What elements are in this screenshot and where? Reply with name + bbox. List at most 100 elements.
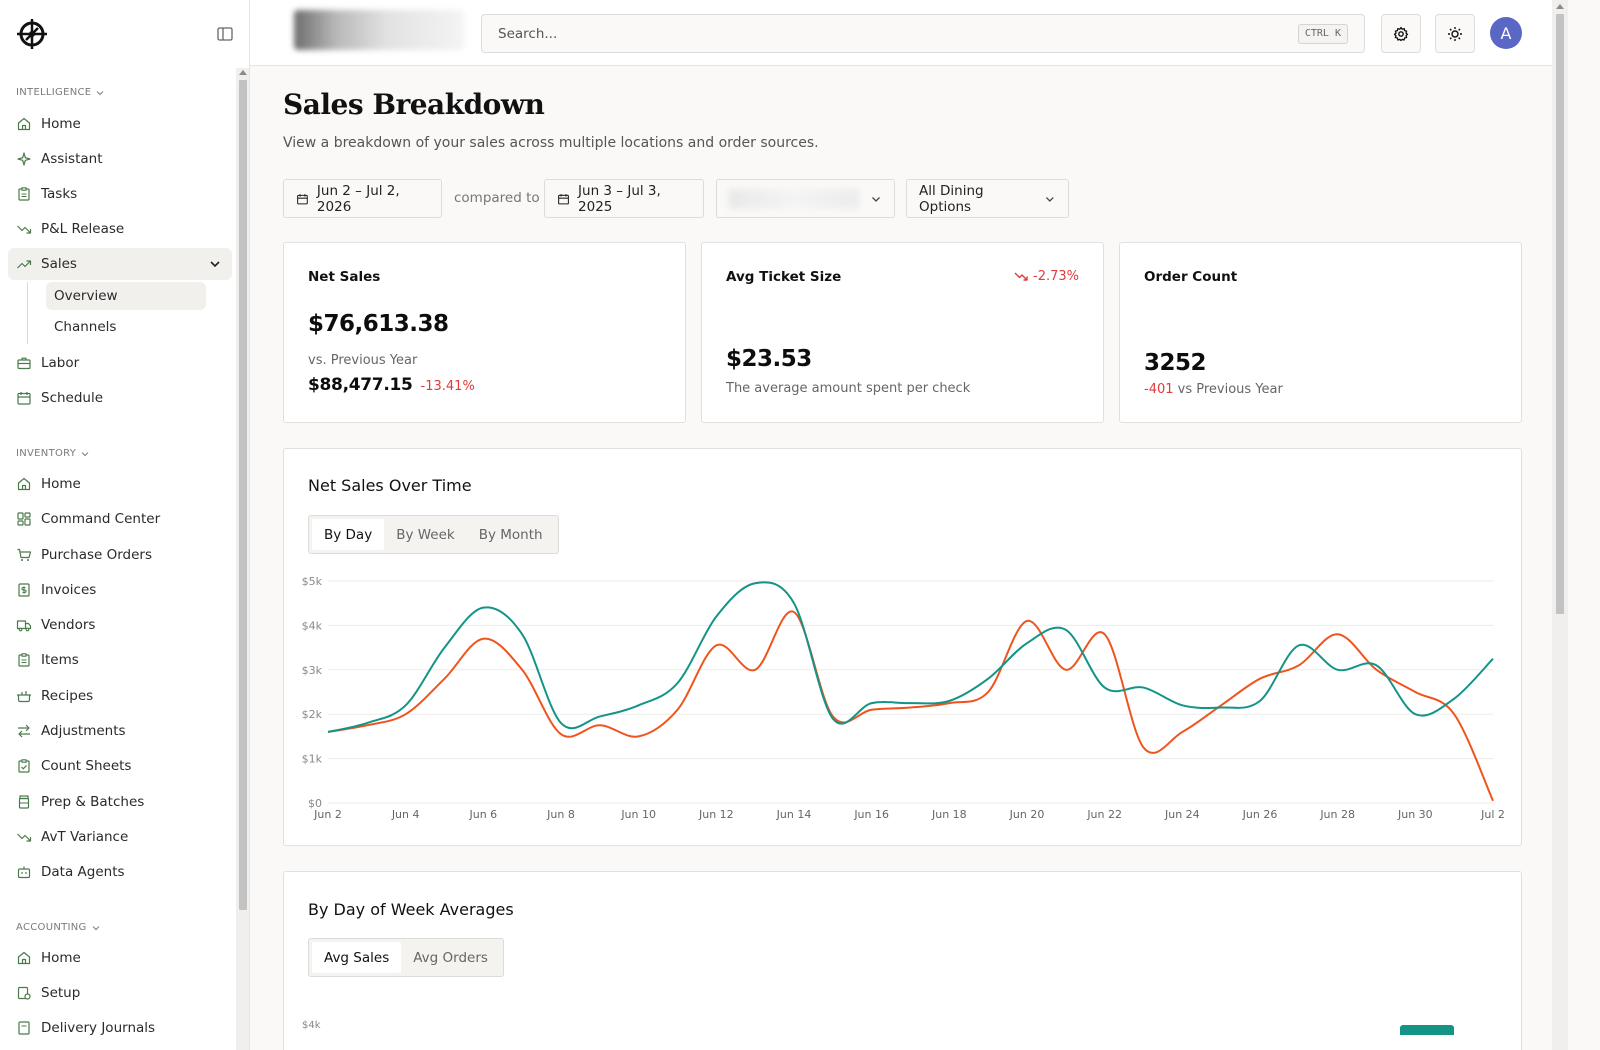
y-tick-label: $4k	[302, 1020, 321, 1031]
nav-label: P&L Release	[41, 221, 125, 237]
sidebar-item-adjustments[interactable]: Adjustments	[8, 715, 232, 747]
panel-title: By Day of Week Averages	[308, 900, 514, 919]
nav-label: Data Agents	[41, 864, 125, 880]
sidebar-item-count-sheets[interactable]: Count Sheets	[8, 750, 232, 782]
net-sales-line-chart: $0 $1k $2k $3k $4k $5k Jun 2 Jun 4 Jun 6 Jun 8 Jun…	[302, 575, 1505, 821]
section-inventory[interactable]: INVENTORY	[16, 448, 90, 459]
sidebar-item-vendors[interactable]: Vendors	[8, 609, 232, 641]
journal-icon	[18, 1021, 30, 1035]
period-tabs: By Day By Week By Month	[308, 515, 559, 554]
metric-tabs: Avg Sales Avg Orders	[308, 938, 504, 977]
sidebar-subitem-overview[interactable]: Overview	[46, 282, 206, 310]
tab-avg-sales[interactable]: Avg Sales	[312, 942, 402, 973]
nav-label: Setup	[41, 985, 81, 1001]
sidebar-item-setup[interactable]: Setup	[8, 977, 232, 1009]
search-placeholder: Search...	[498, 26, 558, 42]
sidebar-item-inventory-home[interactable]: Home	[8, 468, 232, 500]
submenu-guide-line	[27, 282, 28, 344]
sidebar-item-labor[interactable]: Labor	[8, 347, 232, 379]
compared-to-label: compared to	[454, 190, 540, 206]
chevron-down-icon	[872, 196, 880, 202]
series-line-orange	[327, 610, 1494, 802]
nav-label: Schedule	[41, 390, 104, 406]
compare-range-picker[interactable]: Jun 3 – Jul 3, 2025	[544, 179, 704, 218]
x-tick-label: Jun 14	[776, 808, 812, 821]
sidebar-item-home[interactable]: Home	[8, 108, 232, 140]
home-icon	[17, 117, 31, 131]
sidebar-item-items[interactable]: Items	[8, 644, 232, 676]
avg-ticket-delta: -2.73%	[1014, 269, 1079, 284]
order-count-compare: -401 vs Previous Year	[1144, 382, 1283, 397]
y-tick-label: $1k	[302, 753, 323, 766]
y-tick-label: $2k	[302, 708, 323, 721]
settings-button[interactable]	[1381, 14, 1421, 53]
sidebar-item-accounting-home[interactable]: Home	[8, 942, 232, 974]
sidebar-item-tasks[interactable]: Tasks	[8, 178, 232, 210]
chevron-down-icon	[81, 451, 89, 456]
scroll-thumb[interactable]	[239, 80, 247, 910]
y-tick-label: $4k	[302, 619, 323, 632]
sidebar-item-prep-batches[interactable]: Prep & Batches	[8, 786, 232, 818]
chevron-down-icon	[1046, 196, 1055, 202]
redacted-brand	[294, 10, 464, 50]
sidebar-item-pl-release[interactable]: P&L Release	[8, 213, 232, 245]
chevron-down-icon	[92, 925, 100, 930]
sidebar-item-invoices[interactable]: Invoices	[8, 574, 232, 606]
location-select[interactable]	[716, 179, 895, 218]
sidebar-item-command-center[interactable]: Command Center	[8, 503, 232, 535]
nav-label: Count Sheets	[41, 758, 132, 774]
scroll-up-arrow-icon[interactable]	[1556, 4, 1564, 9]
x-tick-label: Jun 26	[1242, 808, 1278, 821]
card-title: Avg Ticket Size	[726, 269, 842, 285]
tab-by-day[interactable]: By Day	[312, 519, 385, 550]
sidebar-item-sales[interactable]: Sales	[8, 248, 232, 280]
sidebar-item-avt-variance[interactable]: AvT Variance	[8, 821, 232, 853]
x-tick-label: Jun 8	[546, 808, 575, 821]
date-range-picker[interactable]: Jun 2 – Jul 2, 2026	[283, 179, 442, 218]
grid-icon	[17, 512, 31, 526]
tab-by-month[interactable]: By Month	[478, 526, 543, 543]
sparkle-icon	[17, 152, 31, 166]
page-scrollbar[interactable]	[1552, 0, 1568, 1050]
logo-crosshair-icon[interactable]	[14, 16, 50, 52]
dining-option-select[interactable]: All Dining Options	[906, 179, 1069, 218]
scroll-up-arrow-icon[interactable]	[239, 70, 247, 75]
theme-toggle-button[interactable]	[1435, 14, 1475, 53]
jar-icon	[18, 795, 30, 809]
top-bar: Search... CTRL K A	[250, 0, 1552, 66]
section-intelligence[interactable]: INTELLIGENCE	[16, 87, 105, 98]
home-icon	[17, 477, 31, 491]
x-tick-label: Jun 16	[853, 808, 889, 821]
nav-label: Invoices	[41, 582, 97, 598]
sidebar-scrollbar[interactable]	[236, 68, 249, 1050]
panel-title: Net Sales Over Time	[308, 476, 472, 495]
chevron-down-icon[interactable]	[208, 257, 222, 271]
section-accounting[interactable]: ACCOUNTING	[16, 922, 101, 933]
sidebar-item-data-agents[interactable]: Data Agents	[8, 856, 232, 888]
arrows-icon	[18, 724, 30, 738]
sidebar-subitem-channels[interactable]: Channels	[54, 319, 117, 335]
scroll-thumb[interactable]	[1556, 14, 1564, 614]
sidebar-item-delivery-journals[interactable]: Delivery Journals	[8, 1012, 232, 1044]
nav-label: Tasks	[41, 186, 78, 202]
search-input[interactable]: Search... CTRL K	[481, 14, 1365, 53]
nav-label: Home	[41, 116, 81, 132]
x-tick-label: Jun 6	[468, 808, 497, 821]
tab-by-week[interactable]: By Week	[396, 526, 455, 543]
user-avatar[interactable]: A	[1490, 17, 1522, 49]
x-tick-label: Jun 18	[931, 808, 967, 821]
tab-avg-orders[interactable]: Avg Orders	[413, 949, 488, 966]
card-title: Net Sales	[308, 269, 381, 285]
nav-label: Assistant	[41, 151, 103, 167]
sidebar-item-schedule[interactable]: Schedule	[8, 382, 232, 414]
sidebar-toggle-icon[interactable]	[216, 25, 234, 43]
net-sales-card: Net Sales $76,613.38 vs. Previous Year $…	[283, 242, 686, 423]
clipboard-check-icon	[18, 759, 30, 773]
net-sales-delta: -13.41%	[420, 379, 475, 394]
sidebar-item-purchase-orders[interactable]: Purchase Orders	[8, 539, 232, 571]
page-title: Sales Breakdown	[283, 88, 545, 121]
sidebar-item-assistant[interactable]: Assistant	[8, 143, 232, 175]
net-sales-value: $76,613.38	[308, 311, 449, 337]
bot-icon	[17, 866, 31, 879]
sidebar-item-recipes[interactable]: Recipes	[8, 680, 232, 712]
